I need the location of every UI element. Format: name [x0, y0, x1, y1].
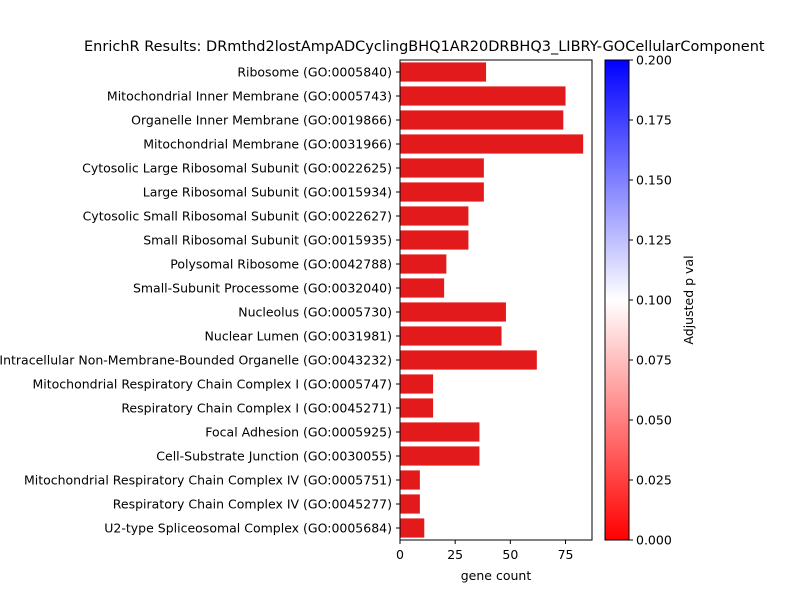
colorbar-ticks: 0.000 0.025 0.050 0.075 0.100 0.125 0.150 0.175… — [629, 53, 672, 548]
y-tick-label: Polysomal Ribosome (GO:0042788) — [170, 257, 392, 272]
y-tick-label: U2-type Spliceosomal Complex (GO:0005684… — [104, 521, 392, 536]
bar — [400, 254, 447, 274]
bar — [400, 62, 487, 82]
bar — [400, 446, 480, 466]
y-tick-label: Cytosolic Small Ribosomal Subunit (GO:00… — [83, 209, 392, 224]
x-tick-label: 25 — [447, 547, 463, 562]
bar — [400, 302, 506, 322]
bar — [400, 326, 502, 346]
bar — [400, 518, 425, 538]
y-tick-label: Small Ribosomal Subunit (GO:0015935) — [143, 233, 392, 248]
y-tick-label: Respiratory Chain Complex IV (GO:0045277… — [113, 497, 392, 512]
colorbar-tick-label: 0.200 — [636, 53, 672, 68]
bar — [400, 134, 584, 154]
y-tick-label: Cytosolic Large Ribosomal Subunit (GO:00… — [82, 161, 392, 176]
bar — [400, 422, 480, 442]
bars-group — [400, 62, 584, 538]
y-tick-label: Focal Adhesion (GO:0005925) — [205, 425, 392, 440]
y-tick-label: Small-Subunit Processome (GO:0032040) — [133, 281, 392, 296]
colorbar-tick-label: 0.000 — [636, 533, 672, 548]
y-tick-label: Intracellular Non-Membrane-Bounded Organ… — [0, 353, 392, 368]
x-tick-label: 50 — [502, 547, 518, 562]
y-tick-label: Nuclear Lumen (GO:0031981) — [205, 329, 392, 344]
colorbar-tick-label: 0.100 — [636, 293, 672, 308]
colorbar-label: Adjusted p val — [681, 255, 696, 344]
chart-title: EnrichR Results: DRmthd2lostAmpADCycling… — [84, 39, 765, 55]
x-axis-label: gene count — [461, 568, 532, 583]
y-tick-label: Organelle Inner Membrane (GO:0019866) — [131, 113, 392, 128]
bar — [400, 398, 434, 418]
colorbar-tick-label: 0.125 — [636, 233, 672, 248]
colorbar-tick-label: 0.150 — [636, 173, 672, 188]
colorbar: 0.000 0.025 0.050 0.075 0.100 0.125 0.150 0.175… — [604, 53, 696, 548]
y-tick-label: Large Ribosomal Subunit (GO:0015934) — [143, 185, 392, 200]
y-tick-label: Mitochondrial Respiratory Chain Complex … — [33, 377, 393, 392]
y-tick-label: Mitochondrial Membrane (GO:0031966) — [143, 137, 392, 152]
colorbar-tick-label: 0.025 — [636, 473, 672, 488]
bar — [400, 182, 484, 202]
bar — [400, 494, 420, 514]
x-tick-label: 0 — [396, 547, 404, 562]
bar — [400, 470, 420, 490]
x-tick-label: 75 — [558, 547, 574, 562]
bar — [400, 86, 566, 106]
y-tick-label: Respiratory Chain Complex I (GO:0045271) — [121, 401, 392, 416]
y-tick-label: Nucleolus (GO:0005730) — [238, 305, 392, 320]
colorbar-tick-label: 0.075 — [636, 353, 672, 368]
bar — [400, 230, 469, 250]
colorbar-tick-label: 0.175 — [636, 113, 672, 128]
y-tick-label: Cell-Substrate Junction (GO:0030055) — [156, 449, 392, 464]
y-tick-label: Mitochondrial Respiratory Chain Complex … — [24, 473, 392, 488]
x-axis: 0 25 50 75 — [396, 540, 573, 562]
colorbar-tick-label: 0.050 — [636, 413, 672, 428]
bar — [400, 374, 434, 394]
bar — [400, 158, 484, 178]
plot-frame — [399, 59, 593, 541]
colorbar-gradient — [604, 59, 630, 541]
bar — [400, 350, 537, 370]
bar — [400, 206, 469, 226]
y-tick-labels: Ribosome (GO:0005840) Mitochondrial Inner… — [0, 65, 400, 536]
y-tick-label: Mitochondrial Inner Membrane (GO:0005743… — [107, 89, 392, 104]
y-tick-label: Ribosome (GO:0005840) — [237, 65, 392, 80]
bar — [400, 278, 445, 298]
bar — [400, 110, 564, 130]
